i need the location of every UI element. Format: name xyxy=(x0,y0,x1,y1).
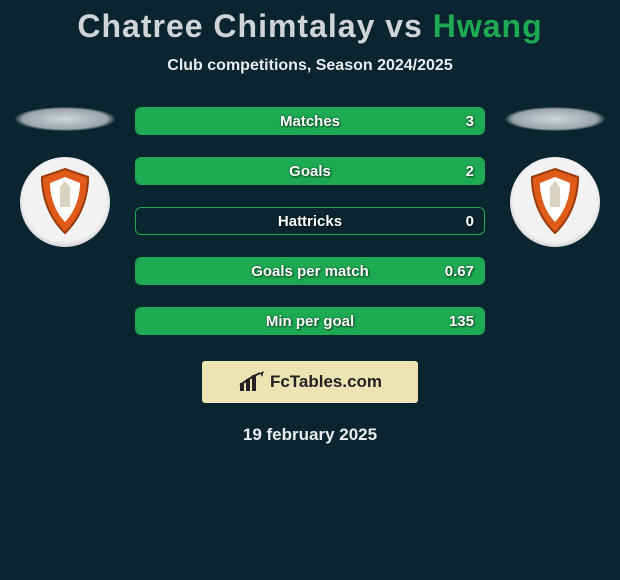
stat-bar-label: Goals xyxy=(136,158,484,184)
page-title: Chatree Chimtalay vs Hwang xyxy=(0,8,620,45)
footer-date: 19 february 2025 xyxy=(0,425,620,445)
player1-shadow xyxy=(15,107,115,131)
chart-icon xyxy=(238,371,266,393)
player1-name: Chatree Chimtalay xyxy=(77,8,375,44)
shield-icon xyxy=(526,167,584,237)
stat-bars: Matches 3 Goals 2 Hattricks 0 Goals per … xyxy=(135,105,485,335)
right-side xyxy=(505,105,605,247)
subtitle: Club competitions, Season 2024/2025 xyxy=(0,57,620,75)
stat-bar-label: Hattricks xyxy=(136,208,484,234)
player2-shadow xyxy=(505,107,605,131)
vs-text: vs xyxy=(385,8,423,44)
stat-bar: Hattricks 0 xyxy=(135,207,485,235)
stat-bar-value: 2 xyxy=(466,158,474,184)
stat-bar: Matches 3 xyxy=(135,107,485,135)
stat-bar: Min per goal 135 xyxy=(135,307,485,335)
comparison-card: Chatree Chimtalay vs Hwang Club competit… xyxy=(0,0,620,445)
stat-bar-value: 0 xyxy=(466,208,474,234)
stat-bar-value: 0.67 xyxy=(445,258,474,284)
player2-name: Hwang xyxy=(433,8,543,44)
shield-icon xyxy=(36,167,94,237)
stat-bar-value: 3 xyxy=(466,108,474,134)
left-side xyxy=(15,105,115,247)
stat-bar-label: Matches xyxy=(136,108,484,134)
stat-bar: Goals per match 0.67 xyxy=(135,257,485,285)
stat-bar: Goals 2 xyxy=(135,157,485,185)
player2-crest xyxy=(510,157,600,247)
stat-bar-label: Min per goal xyxy=(136,308,484,334)
stat-bar-value: 135 xyxy=(449,308,474,334)
brand-text: FcTables.com xyxy=(270,372,382,392)
brand-box[interactable]: FcTables.com xyxy=(202,361,418,403)
main-row: Matches 3 Goals 2 Hattricks 0 Goals per … xyxy=(0,105,620,335)
player1-crest xyxy=(20,157,110,247)
stat-bar-label: Goals per match xyxy=(136,258,484,284)
